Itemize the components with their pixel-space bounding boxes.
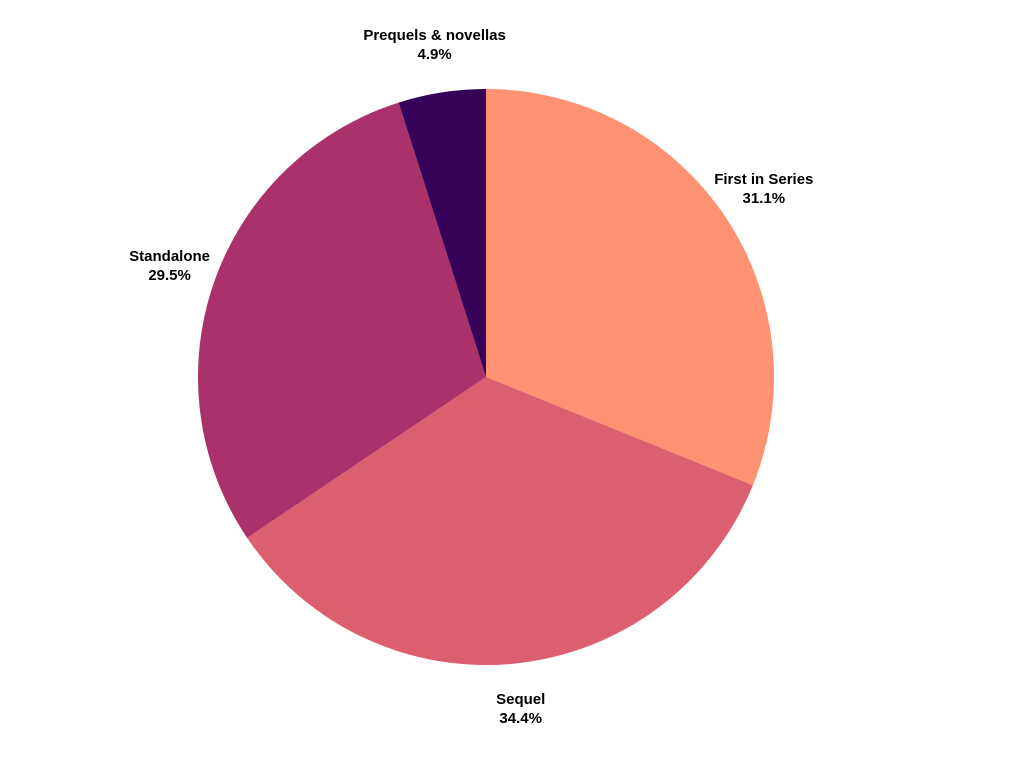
pie-label-sequel: Sequel 34.4% (496, 691, 545, 727)
pie-slices (198, 89, 774, 665)
slice-name-label: Prequels & novellas (363, 27, 506, 44)
slice-percent-label: 4.9% (417, 46, 451, 63)
slice-percent-label: 29.5% (148, 267, 191, 284)
pie-slice-prequels-and-novellas (398, 89, 486, 377)
pie-labels: First in Series 31.1% Sequel 34.4% Standalon… (129, 27, 813, 727)
pie-label-prequels-and-novellas: Prequels & novellas 4.9% (363, 27, 506, 63)
slice-percent-label: 34.4% (499, 710, 542, 727)
pie-slice-standalone (198, 102, 487, 538)
slice-percent-label: 31.1% (743, 190, 786, 207)
pie-slice-sequel (247, 377, 753, 665)
pie-slice-first-in-series (486, 89, 774, 486)
slice-name-label: Standalone (129, 248, 210, 265)
slice-name-label: Sequel (496, 691, 545, 708)
pie-label-standalone: Standalone 29.5% (129, 248, 210, 284)
pie-label-first-in-series: First in Series 31.1% (714, 171, 813, 207)
slice-name-label: First in Series (714, 171, 813, 188)
